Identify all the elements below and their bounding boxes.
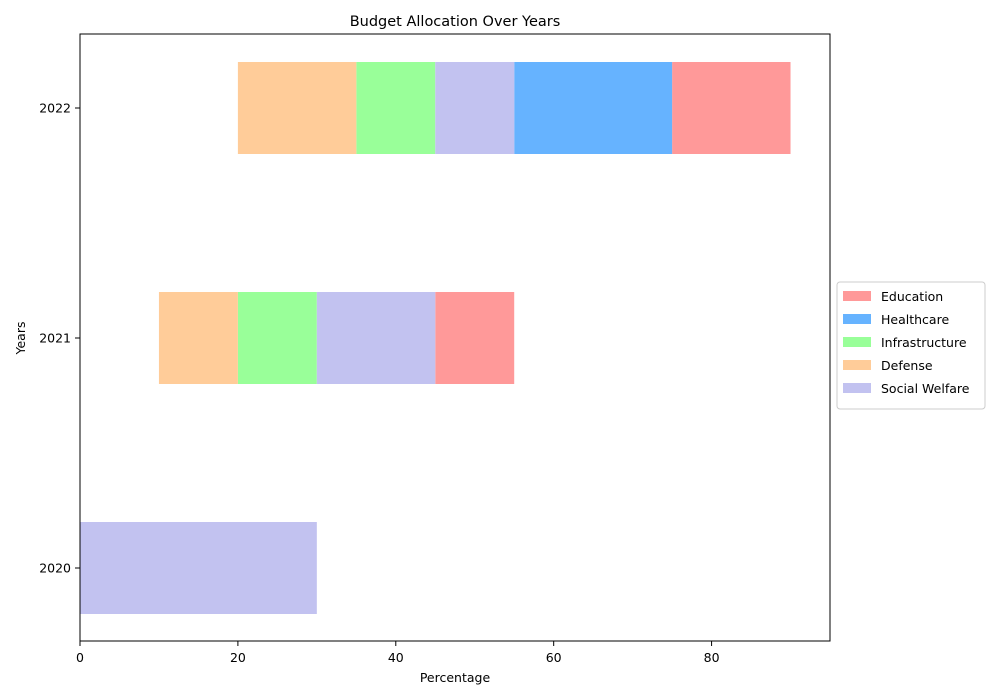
legend-swatch-healthcare [843,314,871,324]
bar-healthcare-2022 [514,62,673,154]
legend: Education Healthcare Infrastructure Defense… [836,281,986,410]
y-axis-label: Years [13,322,28,356]
x-tick-label: 0 [76,650,84,665]
x-tick-label: 80 [704,650,720,665]
bar-education-2021 [435,292,515,384]
x-tick-label: 40 [388,650,404,665]
bar-education-2022 [672,62,791,154]
legend-swatch-social-welfare [843,383,871,393]
bar-social-welfare-2020 [80,522,317,614]
bar-social-welfare-2021 [316,292,436,384]
bar-infrastructure-2022 [356,62,436,154]
x-tick-label: 20 [230,650,246,665]
y-axis-ticks: 2020 2021 2022 [39,101,80,576]
bar-infrastructure-2021 [237,292,317,384]
y-tick-label: 2022 [39,101,71,116]
legend-label-social-welfare: Social Welfare [881,381,970,396]
legend-label-healthcare: Healthcare [881,312,949,327]
y-tick-label: 2021 [39,331,71,346]
bar-defense-2021 [158,292,238,384]
y-tick-label: 2020 [39,561,71,576]
chart-title: Budget Allocation Over Years [350,14,561,30]
x-tick-label: 60 [546,650,562,665]
legend-swatch-education [843,291,871,301]
legend-swatch-infrastructure [843,337,871,347]
legend-box [836,281,986,410]
bars-group [80,62,791,614]
legend-label-education: Education [881,289,943,304]
legend-label-infrastructure: Infrastructure [881,335,967,350]
x-axis-ticks: 0 20 40 60 80 [76,641,720,665]
x-axis-label: Percentage [420,670,491,685]
legend-label-defense: Defense [881,358,933,373]
legend-swatch-defense [843,360,871,370]
bar-defense-2022 [237,62,357,154]
bar-social-welfare-2022 [435,62,515,154]
